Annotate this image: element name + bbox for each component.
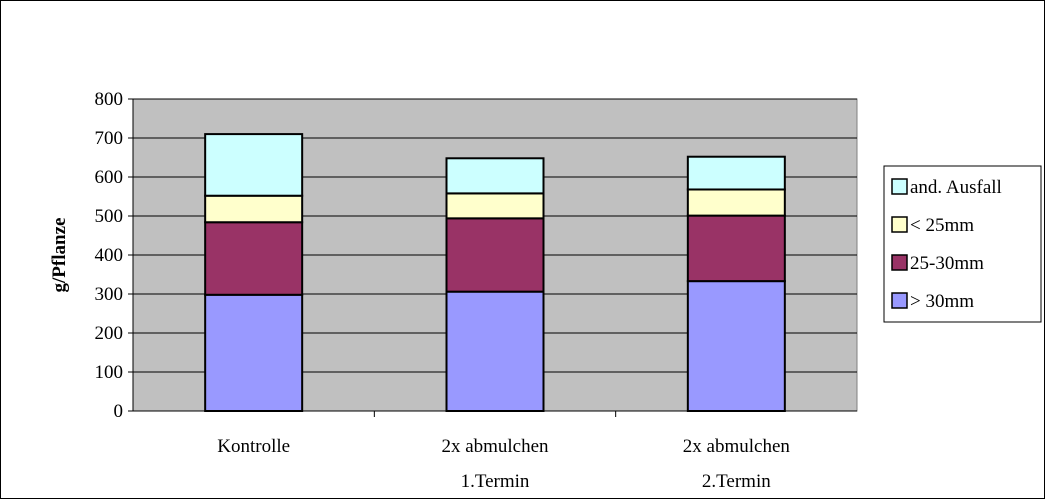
bar-segment — [686, 280, 786, 412]
y-tick-label: 100 — [95, 362, 124, 383]
legend-swatch — [891, 216, 908, 233]
axis-labels: 0 100 200 300 400 500 600 700 800 Kontrolle 2x abm… — [49, 89, 790, 492]
y-tick-label: 400 — [95, 245, 124, 266]
legend-label: < 25mm — [910, 215, 974, 236]
x-tick-label: 2x abmulchen — [683, 436, 791, 457]
bar-segment — [445, 157, 545, 195]
legend-swatch — [891, 178, 908, 195]
y-tick-label: 600 — [95, 167, 124, 188]
legend: and. Ausfall < 25mm 25-30mm > 30mm — [883, 165, 1042, 323]
x-tick-label: 2.Termin — [702, 471, 771, 492]
bar-segment — [445, 217, 545, 293]
y-tick-label: 700 — [95, 128, 124, 149]
x-tick-label: 2x abmulchen — [441, 436, 549, 457]
bar-segment — [445, 290, 545, 412]
x-tick-label: 1.Termin — [461, 471, 530, 492]
bar-segment — [686, 188, 786, 217]
bar-segment — [204, 293, 304, 412]
bar-segment — [204, 133, 304, 197]
y-tick-label: 300 — [95, 284, 124, 305]
bars — [204, 133, 786, 412]
y-axis-label: g/Pflanze — [49, 218, 70, 293]
x-tick-label: Kontrolle — [217, 436, 290, 457]
bar-segment — [686, 214, 786, 283]
y-tick-label: 0 — [114, 401, 124, 422]
legend-label: > 30mm — [910, 291, 974, 312]
legend-box — [883, 165, 1042, 323]
legend-swatch — [891, 254, 908, 271]
legend-label: and. Ausfall — [910, 177, 1002, 198]
bar-segment — [445, 192, 545, 220]
bar-segment — [204, 221, 304, 296]
y-tick-label: 200 — [95, 323, 124, 344]
y-tick-label: 800 — [95, 89, 124, 110]
bar-segment — [686, 155, 786, 191]
y-tick-label: 500 — [95, 206, 124, 227]
bar-segment — [204, 194, 304, 224]
legend-label: 25-30mm — [910, 253, 984, 274]
legend-swatch — [891, 292, 908, 309]
